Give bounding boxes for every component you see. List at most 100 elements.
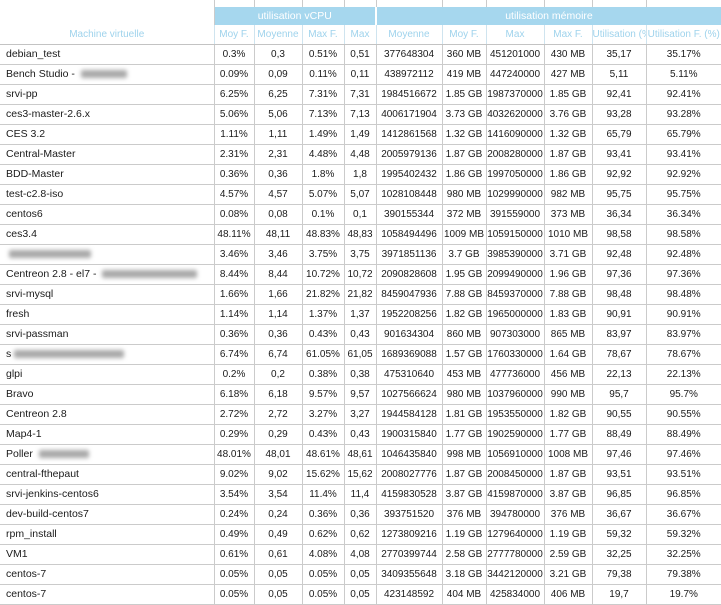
vm-name-cell: srvi-mysql — [0, 284, 215, 305]
vm-name: Centreon 2.8 — [6, 408, 67, 420]
cell-value: 3.75% — [302, 244, 345, 265]
cell-value: 0,09 — [254, 64, 303, 85]
cell-value: 901634304 — [376, 324, 443, 345]
cell-value: 93,51 — [592, 464, 647, 485]
cell-value: 32.25% — [646, 544, 721, 565]
cell-value: 372 MB — [442, 204, 487, 225]
cell-value: 7,13 — [344, 104, 377, 125]
table-row: Bravo 6.18% 6,18 9.57% 9,57 1027566624 980 MB… — [0, 384, 721, 405]
table-row: ces3.4 48.11% 48,11 48.83% 48,83 1058494496 1… — [0, 224, 721, 245]
cell-value: 456 MB — [544, 364, 593, 385]
cell-value: 0,08 — [254, 204, 303, 225]
cell-value: 1.19 GB — [442, 524, 487, 545]
cell-value: 0,36 — [344, 504, 377, 525]
group-header-vcpu: utilisation vCPU — [214, 7, 376, 25]
cell-value: 92,92 — [592, 164, 647, 185]
cell-value: 48.11% — [214, 224, 255, 245]
cell-value: 9.02% — [214, 464, 255, 485]
table-row: srvi-jenkins-centos6 3.54% 3,54 11.4% 11,4 4… — [0, 484, 721, 505]
cell-value: 59.32% — [646, 524, 721, 545]
group-header-row: utilisation vCPU utilisation mémoire — [0, 7, 721, 25]
strip-cell — [646, 0, 721, 7]
cell-value: 1.49% — [302, 124, 345, 145]
cell-value: 10.72% — [302, 264, 345, 285]
cell-value: 4006171904 — [376, 104, 443, 125]
cell-value: 90,55 — [592, 404, 647, 425]
cell-value: 1.82 GB — [442, 304, 487, 325]
cell-value: 98.58% — [646, 224, 721, 245]
column-header-utilisation-f-pct: Utilisation F. (%) — [646, 25, 721, 45]
cell-value: 3.76 GB — [544, 104, 593, 125]
cell-value: 1.81 GB — [442, 404, 487, 425]
cell-value: 0,29 — [254, 424, 303, 445]
cell-value: 0.05% — [214, 584, 255, 605]
cell-value: 0.29% — [214, 424, 255, 445]
cell-value: 1997050000 — [486, 164, 545, 185]
cell-value: 83,97 — [592, 324, 647, 345]
cell-value: 1.86 GB — [544, 164, 593, 185]
cell-value: 93.51% — [646, 464, 721, 485]
cell-value: 65.79% — [646, 124, 721, 145]
cell-value: 22.13% — [646, 364, 721, 385]
cell-value: 1059150000 — [486, 224, 545, 245]
cell-value: 1.77 GB — [544, 424, 593, 445]
cell-value: 61.05% — [302, 344, 345, 365]
cell-value: 0,43 — [344, 324, 377, 345]
cell-value: 360 MB — [442, 44, 487, 65]
cell-value: 376 MB — [544, 504, 593, 525]
column-header-cpu-max: Max — [344, 25, 377, 45]
cell-value: 90,91 — [592, 304, 647, 325]
cell-value: 1416090000 — [486, 124, 545, 145]
cell-value: 1.77 GB — [442, 424, 487, 445]
cell-value: 90.55% — [646, 404, 721, 425]
vm-name-cell: Centreon 2.8 — [0, 404, 215, 425]
cell-value: 406 MB — [544, 584, 593, 605]
cell-value: 48.61% — [302, 444, 345, 465]
cell-value: 1279640000 — [486, 524, 545, 545]
cell-value: 0.43% — [302, 324, 345, 345]
cell-value: 0.49% — [214, 524, 255, 545]
cell-value: 0.11% — [302, 64, 345, 85]
cell-value: 1.14% — [214, 304, 255, 325]
vm-name-cell: debian_test — [0, 44, 215, 65]
cell-value: 5,07 — [344, 184, 377, 205]
cell-value: 1.82 GB — [544, 404, 593, 425]
group-header-spacer — [0, 7, 215, 25]
table-row: 3.46% 3,46 3.75% 3,75 3971851136 3.7 GB 398539… — [0, 244, 721, 265]
cell-value: 907303000 — [486, 324, 545, 345]
table-row: Poller 48.01% 48,01 48.61% 48,61 1046435840 9… — [0, 444, 721, 465]
cell-value: 1952208256 — [376, 304, 443, 325]
cell-value: 4159870000 — [486, 484, 545, 505]
table-row: centos6 0.08% 0,08 0.1% 0,1 390155344 372 MB 3… — [0, 204, 721, 225]
cell-value: 61,05 — [344, 344, 377, 365]
cell-value: 980 MB — [442, 384, 487, 405]
cell-value: 0,3 — [254, 44, 303, 65]
cell-value: 0.05% — [302, 584, 345, 605]
cell-value: 2777780000 — [486, 544, 545, 565]
vm-name: dev-build-centos7 — [6, 508, 89, 520]
cell-value: 78,67 — [592, 344, 647, 365]
vm-name-cell: test-c2.8-iso — [0, 184, 215, 205]
vm-name-cell: rpm_install — [0, 524, 215, 545]
cell-value: 423148592 — [376, 584, 443, 605]
cell-value: 1,49 — [344, 124, 377, 145]
vm-name: VM1 — [6, 548, 28, 560]
cell-value: 15.62% — [302, 464, 345, 485]
table-row: VM1 0.61% 0,61 4.08% 4,08 2770399744 2.58 GB 2… — [0, 544, 721, 565]
table-row: Bench Studio - 0.09% 0,09 0.11% 0,11 4389721… — [0, 64, 721, 85]
cell-value: 0,05 — [344, 564, 377, 585]
cell-value: 1008 MB — [544, 444, 593, 465]
redacted-text — [14, 350, 125, 359]
cell-value: 96,85 — [592, 484, 647, 505]
vm-name-cell: glpi — [0, 364, 215, 385]
cell-value: 6.25% — [214, 84, 255, 105]
cell-value: 1.86 GB — [442, 164, 487, 185]
cell-value: 88,49 — [592, 424, 647, 445]
cell-value: 8,44 — [254, 264, 303, 285]
cell-value: 438972112 — [376, 64, 443, 85]
cell-value: 1984516672 — [376, 84, 443, 105]
redacted-text — [80, 70, 127, 79]
cell-value: 92.41% — [646, 84, 721, 105]
cell-value: 2,31 — [254, 144, 303, 165]
cell-value: 373 MB — [544, 204, 593, 225]
